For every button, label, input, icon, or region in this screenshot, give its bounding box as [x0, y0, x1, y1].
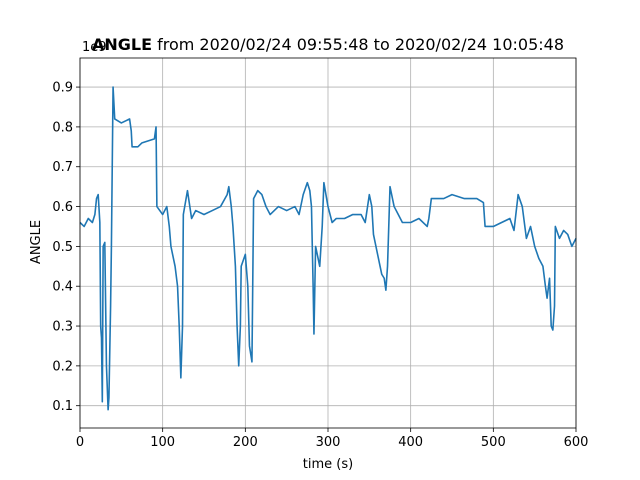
chart-title: ANGLE from 2020/02/24 09:55:48 to 2020/0… [92, 35, 564, 54]
y-tick-label: 0.8 [52, 120, 73, 135]
x-tick-label: 400 [398, 435, 423, 450]
x-tick-label: 300 [316, 435, 341, 450]
x-tick-label: 0 [76, 435, 84, 450]
y-tick-label: 0.9 [52, 81, 73, 96]
y-tick-label: 0.1 [52, 399, 73, 414]
title-bold: ANGLE [92, 35, 152, 54]
offset-label: 1e9 [82, 40, 107, 55]
x-tick-label: 200 [233, 435, 258, 450]
data-line [79, 86, 577, 411]
plot-frame [79, 57, 577, 429]
y-tick-label: 0.5 [52, 240, 73, 255]
y-axis-label: ANGLE [29, 220, 44, 264]
x-tick-label: 600 [564, 435, 589, 450]
title-rest: from 2020/02/24 09:55:48 to 2020/02/24 1… [157, 35, 564, 54]
y-tick-label: 0.7 [52, 160, 73, 175]
x-axis-label: time (s) [303, 457, 353, 472]
y-tick-label: 0.6 [52, 200, 73, 215]
y-tick-label: 0.2 [52, 359, 73, 374]
y-tick-label: 0.4 [52, 280, 73, 295]
y-tick-label: 0.3 [52, 320, 73, 335]
x-tick-label: 500 [481, 435, 506, 450]
x-tick-label: 100 [150, 435, 175, 450]
